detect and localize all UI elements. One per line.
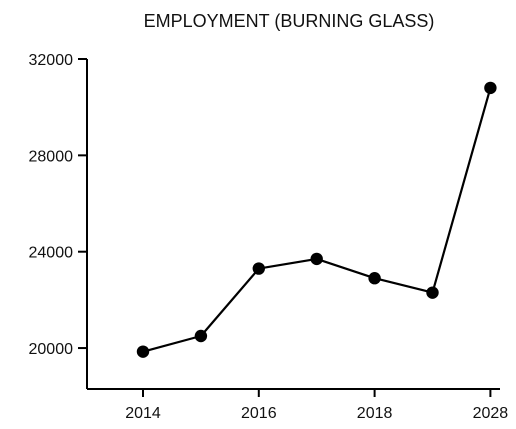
y-tick-label-28000: 28000 bbox=[29, 148, 74, 165]
x-axis-ticks: 2014 2016 2018 2028 bbox=[125, 389, 508, 422]
series-group bbox=[136, 81, 497, 358]
y-axis-ticks: 20000 24000 28000 32000 bbox=[29, 52, 87, 358]
series-line-0 bbox=[142, 87, 492, 353]
axes bbox=[86, 59, 500, 390]
data-point-2017 bbox=[310, 252, 323, 266]
chart-title: EMPLOYMENT (BURNING GLASS) bbox=[144, 11, 435, 31]
data-point-2014 bbox=[136, 345, 150, 358]
data-point-2028 bbox=[484, 81, 497, 95]
x-tick-label-2014: 2014 bbox=[125, 405, 161, 422]
data-point-2018 bbox=[368, 271, 381, 285]
y-tick-label-20000: 20000 bbox=[29, 341, 74, 358]
x-tick-label-2018: 2018 bbox=[357, 405, 393, 422]
x-tick-label-2028: 2028 bbox=[473, 405, 509, 422]
data-point-2019 bbox=[426, 286, 439, 299]
y-tick-label-24000: 24000 bbox=[29, 245, 74, 262]
data-point-2016 bbox=[252, 262, 265, 275]
x-tick-label-2016: 2016 bbox=[241, 405, 277, 422]
y-tick-label-32000: 32000 bbox=[29, 52, 74, 69]
data-point-2015 bbox=[194, 329, 208, 343]
